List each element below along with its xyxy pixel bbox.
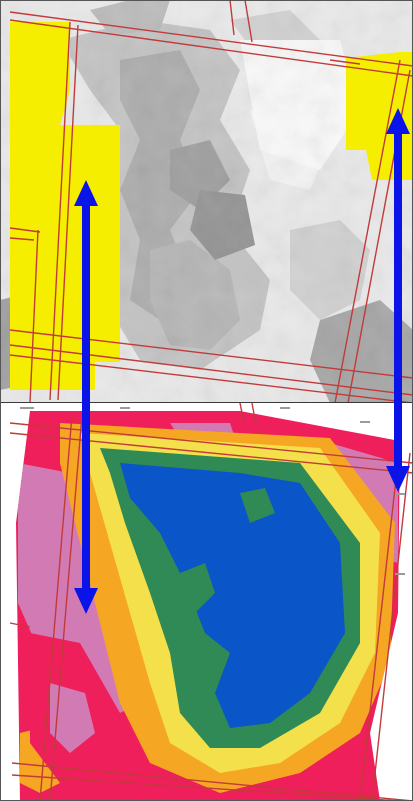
survey-grid-lines bbox=[9, 403, 413, 801]
grayscale-map-panel bbox=[0, 0, 413, 403]
contour-map-image bbox=[9, 403, 413, 801]
survey-grid-lines bbox=[9, 0, 413, 403]
margin-ticks bbox=[20, 407, 405, 575]
highlight-zone-left bbox=[10, 22, 120, 390]
contour-layers bbox=[16, 411, 400, 801]
grayscale-map-image bbox=[0, 0, 413, 403]
contour-map-panel bbox=[0, 403, 413, 801]
